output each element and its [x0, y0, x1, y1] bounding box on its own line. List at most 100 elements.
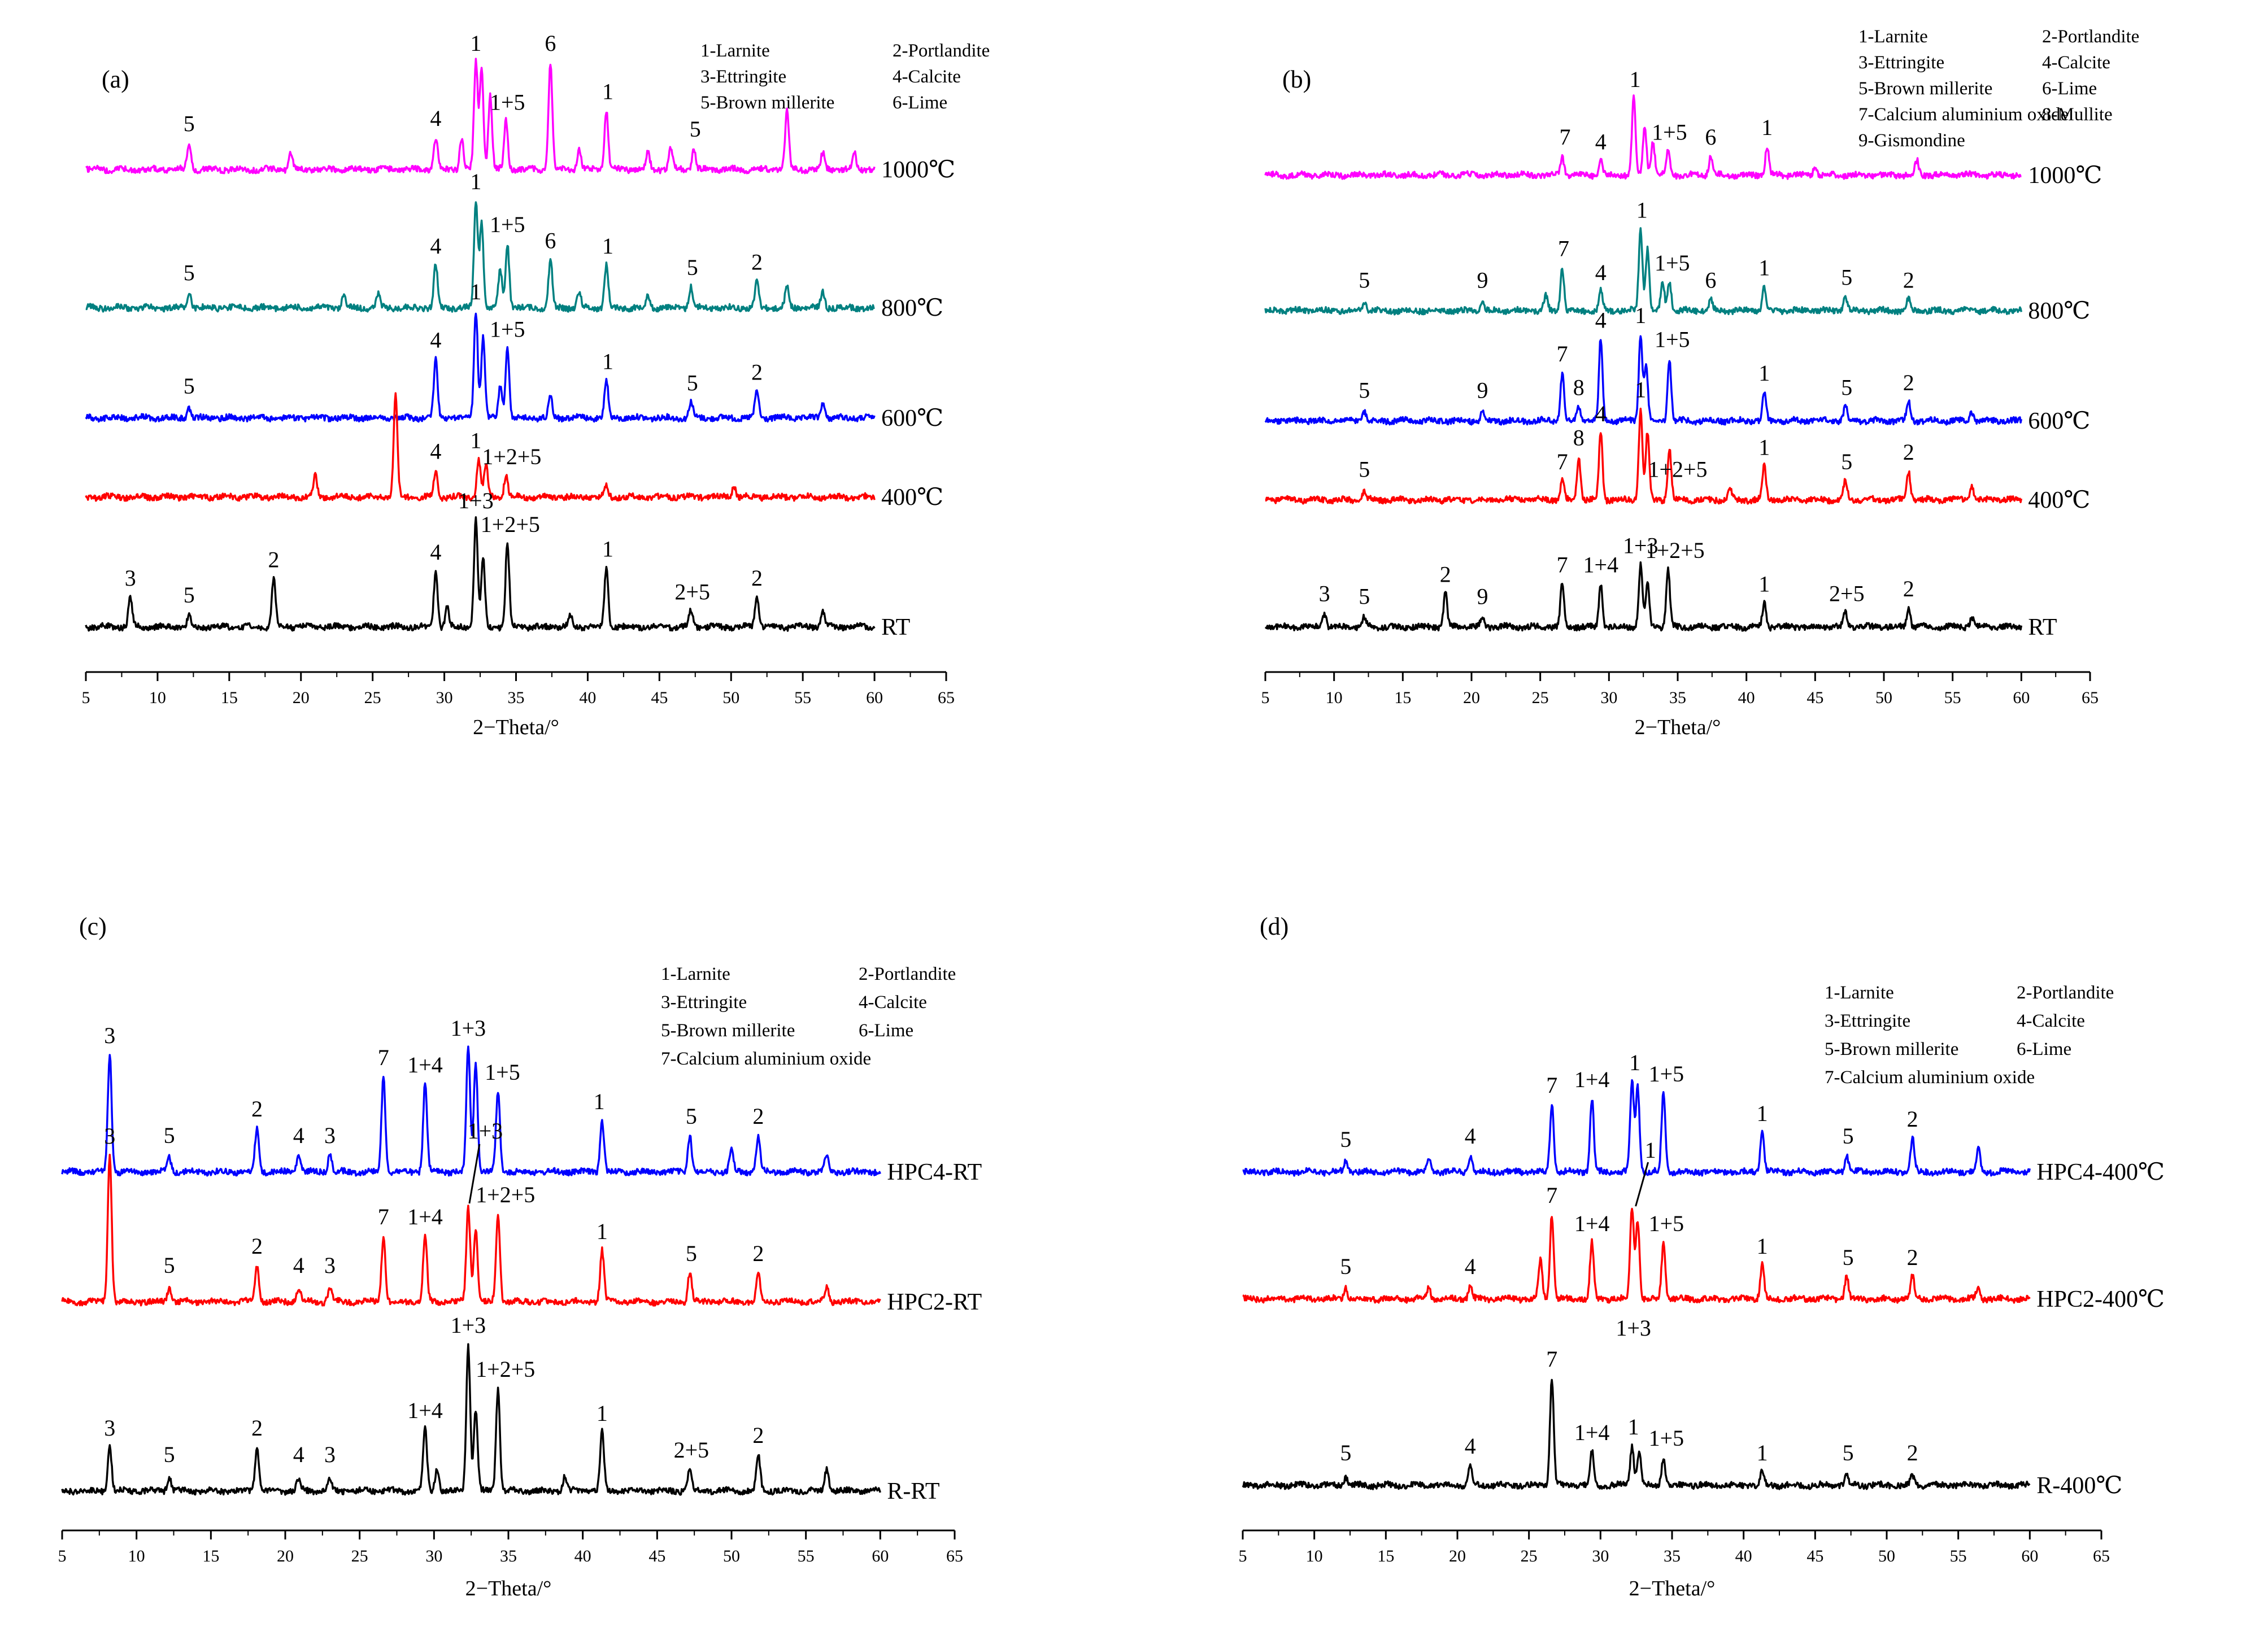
- panel-c: (c) 1-Larnite 2-Portlandite 3-Ettringite 4-C…: [58, 913, 982, 1600]
- x-tick-label: 25: [1521, 1547, 1538, 1565]
- peak-annotation: 1: [597, 1401, 608, 1426]
- x-tick-label: 5: [82, 688, 90, 707]
- legend-item: 8-Mullite: [2042, 104, 2113, 125]
- x-tick-label: 15: [202, 1547, 219, 1565]
- peak-annotation: 1+4: [407, 1052, 443, 1078]
- peak-annotation: 4: [293, 1253, 304, 1278]
- legend-item: 7-Calcium aluminium oxide: [1858, 104, 2069, 125]
- peak-annotation: 2+5: [674, 1437, 709, 1463]
- peak-annotation: 2: [752, 1103, 764, 1129]
- x-tick-label: 5: [58, 1547, 67, 1565]
- x-tick-label: 10: [128, 1547, 145, 1565]
- x-tick-label: 5: [1261, 688, 1270, 707]
- peak-annotation: 3: [104, 1123, 115, 1149]
- legend-item: 5-Brown millerite: [1858, 78, 1992, 99]
- x-tick-label: 35: [500, 1547, 517, 1565]
- peak-annotation: 2: [251, 1096, 263, 1122]
- x-tick-label: 20: [277, 1547, 294, 1565]
- peak-annotation: 8: [1573, 375, 1584, 400]
- series-label: HPC2-RT: [887, 1289, 982, 1315]
- peak-annotation: 5: [164, 1442, 175, 1467]
- x-tick-label: 25: [364, 688, 381, 707]
- x-tick-label: 50: [722, 688, 739, 707]
- peak-annotation: 6: [1705, 268, 1716, 293]
- peak-annotation: 5: [1841, 375, 1852, 400]
- peak-annotation: 2: [251, 1233, 263, 1259]
- peak-annotation: 1: [1636, 198, 1648, 223]
- peak-annotation: 1+3: [458, 488, 494, 513]
- peak-annotation: 5: [1843, 1123, 1854, 1149]
- x-tick-label: 50: [1875, 688, 1892, 707]
- x-tick-label: 5: [1239, 1547, 1247, 1565]
- legend-item: 6-Lime: [893, 93, 947, 113]
- peak-annotation: 1+5: [485, 1059, 520, 1085]
- peak-annotation: 1+2+5: [476, 1182, 535, 1207]
- series-label: RT: [881, 614, 910, 640]
- peak-annotation: 7: [1546, 1346, 1557, 1372]
- peak-annotation: 1+5: [1649, 1425, 1684, 1451]
- x-axis-label: 2−Theta/°: [473, 716, 559, 739]
- peak-annotation: 5: [164, 1253, 175, 1278]
- x-tick-label: 40: [579, 688, 596, 707]
- x-tick-label: 20: [293, 688, 310, 707]
- xrd-pattern-line: [85, 58, 876, 175]
- peak-annotation: 6: [545, 30, 556, 56]
- legend-item: 1-Larnite: [1858, 27, 1928, 47]
- x-tick-label: 20: [1449, 1547, 1466, 1565]
- legend-item: 4-Calcite: [2017, 1011, 2085, 1031]
- legend-item: 3-Ettringite: [661, 992, 747, 1013]
- peak-annotation: 5: [687, 370, 698, 396]
- peak-annotation: 1: [602, 79, 613, 104]
- legend-item: 4-Calcite: [2042, 53, 2110, 73]
- peak-annotation: 2+5: [1829, 581, 1865, 607]
- xrd-pattern-line: [1242, 1379, 2031, 1490]
- series-label: 600℃: [2028, 408, 2090, 434]
- legend-item: 5-Brown millerite: [1825, 1039, 1958, 1059]
- peak-annotation: 2: [1903, 439, 1914, 465]
- peak-annotation: 9: [1477, 378, 1488, 403]
- peak-annotation: 3: [324, 1253, 336, 1278]
- series-label: 1000℃: [881, 157, 955, 183]
- peak-annotation: 4: [1465, 1433, 1476, 1459]
- peak-annotation: 5: [184, 260, 195, 286]
- peak-annotation: 2: [251, 1415, 263, 1441]
- peak-annotation: 2: [268, 547, 280, 573]
- series-label: 1000℃: [2028, 163, 2102, 189]
- legend-item: 6-Lime: [2017, 1039, 2071, 1059]
- peak-annotation: 4: [1595, 129, 1607, 155]
- peak-annotation: 2: [1903, 576, 1914, 601]
- x-tick-label: 45: [1806, 688, 1823, 707]
- peak-annotation: 1+2+5: [476, 1356, 535, 1382]
- series-label: R-400℃: [2036, 1473, 2122, 1499]
- x-tick-label: 55: [1944, 688, 1961, 707]
- peak-annotation: 1: [1628, 1414, 1639, 1440]
- peak-annotation: 3: [324, 1123, 336, 1148]
- peak-annotation: 1+5: [1655, 327, 1690, 352]
- peak-annotation: 1: [602, 233, 613, 259]
- x-tick-label: 65: [938, 688, 955, 707]
- peak-annotation: 3: [104, 1415, 115, 1441]
- peak-annotation: 5: [686, 1103, 697, 1129]
- peak-annotation: 1+5: [1649, 1061, 1684, 1087]
- x-tick-label: 45: [648, 1547, 665, 1565]
- x-tick-label: 10: [1326, 688, 1343, 707]
- peak-annotation: 7: [1557, 341, 1568, 367]
- x-tick-label: 40: [574, 1547, 591, 1565]
- peak-annotation: 1: [1757, 1440, 1768, 1465]
- peak-annotation: 2: [1440, 562, 1451, 587]
- x-tick-label: 45: [1806, 1547, 1823, 1565]
- x-tick-label: 30: [1592, 1547, 1609, 1565]
- x-tick-label: 50: [1878, 1547, 1895, 1565]
- peak-annotation: 1: [1761, 115, 1773, 140]
- x-axis-label: 2−Theta/°: [1629, 1577, 1716, 1600]
- xrd-pattern-line: [1264, 335, 2023, 426]
- peak-annotation: 3: [324, 1442, 336, 1467]
- peak-annotation: 1: [470, 30, 481, 56]
- peak-annotation: 2: [1903, 268, 1914, 293]
- peak-annotation: 2: [1907, 1106, 1918, 1132]
- peak-annotation: 2: [751, 565, 763, 591]
- xrd-pattern-line: [61, 1343, 881, 1496]
- peak-annotation: 1: [1635, 377, 1646, 403]
- peak-annotation: 1: [1757, 1101, 1768, 1126]
- peak-annotation: 4: [1465, 1254, 1476, 1279]
